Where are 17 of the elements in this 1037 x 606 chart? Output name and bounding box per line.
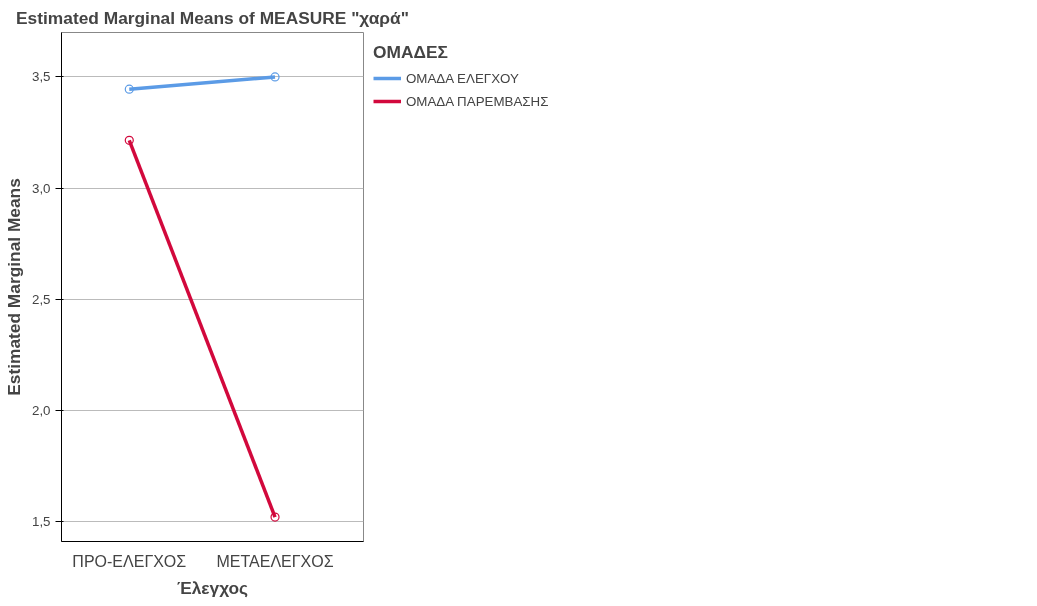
x-axis-title: Έλεγχος	[176, 577, 249, 598]
point	[270, 512, 280, 522]
point	[124, 84, 134, 94]
point	[124, 135, 134, 145]
y-tick-label: 2,0	[31, 402, 51, 418]
x-tick-label: ΜΕΤΑΕΛΕΓΧΟΣ	[216, 552, 334, 570]
chart-title: Estimated Marginal Means of MEASURE "χαρά"	[16, 7, 409, 28]
y-tick-label: 3,5	[31, 69, 51, 85]
y-tick-label: 1,5	[31, 514, 51, 529]
y-tick-label: 2,5	[31, 291, 51, 307]
legend-label: ΟΜΑΔΑ ΕΛΕΓΧΟΥ	[406, 70, 519, 86]
legend-label: ΟΜΑΔΑ ΠΑΡΕΜΒΑΣΗΣ	[406, 93, 549, 109]
legend-title: ΟΜΑΔΕΣ	[373, 42, 449, 63]
y-axis-title: Estimated Marginal Means	[3, 178, 24, 396]
point	[270, 72, 280, 82]
y-tick-label: 3,0	[31, 180, 51, 196]
x-tick-label: ΠΡΟ-ΕΛΕΓΧΟΣ	[72, 552, 187, 570]
